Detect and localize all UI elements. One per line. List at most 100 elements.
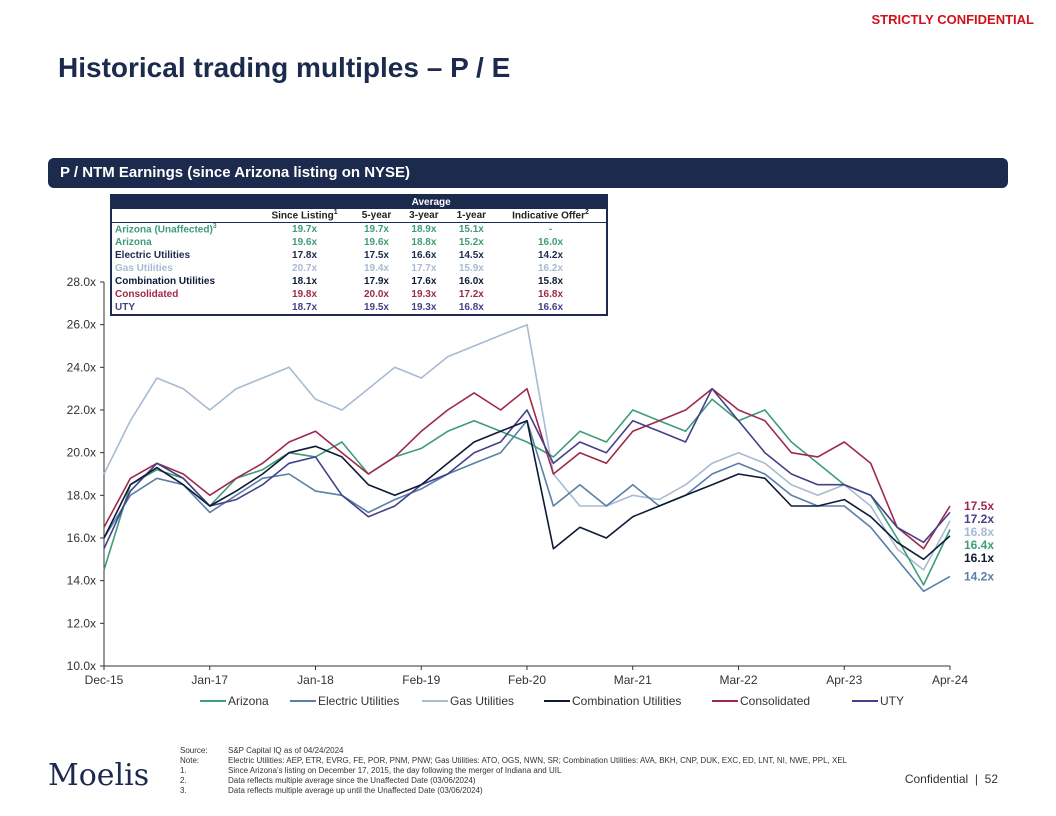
row-value: 20.7x (292, 263, 318, 274)
page-title: Historical trading multiples – P / E (58, 52, 511, 83)
row-value: 19.5x (363, 302, 389, 313)
table-row: Electric Utilities 17.8x 17.5x 16.6x 14.5x 14… (111, 249, 607, 262)
row-value: 16.8x (538, 289, 564, 300)
table-col-header: Indicative Offer2 (495, 209, 607, 223)
table-row: UTY 18.7x 19.5x 19.3x 16.8x 16.6x (111, 301, 607, 315)
row-label: UTY (115, 302, 135, 313)
footnotes: Source: S&P Capital IQ as of 04/24/2024 No… (180, 746, 847, 796)
row-value: 14.5x (458, 250, 484, 261)
row-value: 17.9x (363, 276, 389, 287)
row-value: 17.8x (292, 250, 318, 261)
banner-text: P / NTM Earnings (since Arizona listing … (60, 164, 411, 181)
y-tick-label: 12.0x (67, 616, 96, 630)
y-tick-label: 28.0x (67, 275, 96, 289)
series-line (103, 323, 951, 571)
x-tick-label: Mar-22 (719, 673, 757, 687)
x-tick-label: Apr-24 (932, 673, 968, 687)
row-value: 18.8x (411, 237, 437, 248)
footer-confidential: Confidential (904, 772, 969, 786)
y-tick-label: 16.0x (67, 531, 96, 545)
y-tick-label: 22.0x (67, 403, 96, 417)
x-tick-label: Dec-15 (85, 673, 124, 687)
row-value: 19.7x (292, 224, 318, 235)
y-tick-label: 18.0x (67, 488, 96, 502)
series-line (103, 387, 951, 550)
row-value: 14.2x (538, 250, 564, 261)
y-tick-label: 20.0x (67, 446, 96, 460)
table-col-header: 3-year (400, 209, 448, 223)
end-value-label: 17.5x (964, 499, 994, 513)
moelis-logo: Moelis (48, 758, 150, 793)
row-label: Consolidated (115, 289, 179, 300)
row-value: 19.3x (411, 289, 437, 300)
legend-label: UTY (880, 694, 904, 708)
row-label: Gas Utilities (115, 263, 173, 274)
y-tick-label: 10.0x (67, 659, 96, 673)
end-value-label: 14.2x (964, 569, 994, 583)
row-value: 18.1x (292, 276, 318, 287)
footnote: 1. Since Arizona’s listing on December 17… (180, 766, 562, 775)
row-label: Arizona (Unaffected)3 (115, 223, 217, 236)
row-value: 15.9x (458, 263, 484, 274)
end-value-label: 16.1x (964, 551, 994, 565)
legend-label: Consolidated (740, 694, 810, 708)
row-value: 16.2x (538, 263, 564, 274)
row-value: 19.7x (363, 224, 389, 235)
series-line (103, 398, 951, 586)
x-tick-label: Jan-18 (297, 673, 334, 687)
page-footer: Confidential | 52 (904, 772, 998, 786)
row-value: 19.4x (363, 263, 389, 274)
pe-line-chart: 10.0x 12.0x 14.0x 16.0x 18.0x 20.0x 22.0x 24.0x… (67, 275, 995, 708)
row-label: Electric Utilities (115, 250, 191, 261)
y-tick-label: 14.0x (67, 574, 96, 588)
table-col-header: 1-year (447, 209, 496, 223)
table-col-header: Since Listing1 (256, 209, 353, 223)
y-tick-label: 26.0x (67, 318, 96, 332)
footnote: Note: Electric Utilities: AEP, ETR, EVRG,… (180, 756, 848, 765)
section-banner: P / NTM Earnings (since Arizona listing … (48, 158, 1008, 188)
x-tick-label: Feb-20 (508, 673, 546, 687)
x-tick-label: Feb-19 (402, 673, 440, 687)
row-value: 19.8x (292, 289, 318, 300)
row-label: Arizona (115, 237, 152, 248)
row-value: 19.6x (292, 237, 318, 248)
row-value: 16.0x (458, 276, 484, 287)
row-value: 17.7x (411, 263, 437, 274)
row-value: 16.6x (538, 302, 564, 313)
table-row: Consolidated 19.8x 20.0x 19.3x 17.2x 16.8x (111, 288, 607, 301)
x-tick-label: Jan-17 (191, 673, 228, 687)
table-row: Arizona (Unaffected)3 19.7x 19.7x 18.9x 15.1… (111, 223, 607, 237)
row-value: - (548, 224, 553, 235)
end-value-label: 17.2x (964, 512, 994, 526)
table-row: Combination Utilities 18.1x 17.9x 17.6x 16.0… (111, 275, 607, 288)
average-multiples-table: Average Since Listing1 5-year 3-year 1-year… (110, 194, 608, 316)
row-value: 20.0x (363, 289, 389, 300)
footnote: Source: S&P Capital IQ as of 04/24/2024 (180, 746, 344, 755)
table-row: Gas Utilities 20.7x 19.4x 17.7x 15.9x 16.2x (111, 262, 607, 275)
row-value: 18.9x (411, 224, 437, 235)
row-value: 15.2x (458, 237, 484, 248)
legend-label: Arizona (228, 694, 269, 708)
row-value: 17.6x (411, 276, 437, 287)
row-value: 16.0x (538, 237, 564, 248)
series-line (103, 387, 951, 550)
row-value: 19.6x (363, 237, 389, 248)
row-value: 16.8x (458, 302, 484, 313)
y-tick-label: 24.0x (67, 360, 96, 374)
row-value: 17.2x (458, 289, 484, 300)
row-value: 15.8x (538, 276, 564, 287)
strictly-confidential-label: STRICTLY CONFIDENTIAL (871, 12, 1034, 27)
row-label: Combination Utilities (115, 276, 215, 287)
table-row: Arizona 19.6x 19.6x 18.8x 15.2x 16.0x (111, 236, 607, 249)
row-value: 17.5x (363, 250, 389, 261)
series-line (103, 419, 951, 561)
page-number: 52 (984, 772, 998, 786)
row-value: 18.7x (292, 302, 318, 313)
legend-label: Electric Utilities (318, 694, 399, 708)
x-tick-label: Mar-21 (614, 673, 652, 687)
row-value: 15.1x (458, 224, 484, 235)
row-value: 19.3x (411, 302, 437, 313)
series-line (103, 419, 951, 593)
legend-label: Gas Utilities (450, 694, 514, 708)
row-value: 16.6x (411, 250, 437, 261)
